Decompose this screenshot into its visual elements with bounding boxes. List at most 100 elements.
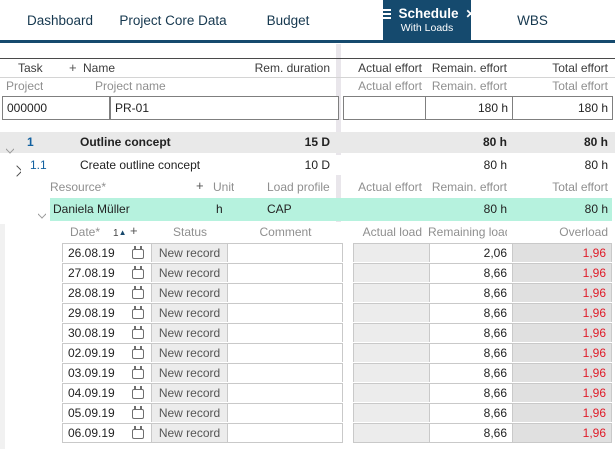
tab-budget[interactable]: Budget xyxy=(266,12,310,28)
remaining-load-cell[interactable]: 8,66 xyxy=(430,403,513,422)
project-total-effort-field[interactable]: 180 h xyxy=(512,96,613,120)
remaining-load-cell[interactable]: 8,66 xyxy=(430,323,513,342)
task-row-1-1: 1.1 Create outline concept 10 D 80 h 80 … xyxy=(0,155,615,177)
remaining-load-cell[interactable]: 8,66 xyxy=(430,383,513,402)
tab-project-core-data[interactable]: Project Core Data xyxy=(119,12,227,28)
comment-cell[interactable] xyxy=(228,263,343,282)
date-cell[interactable]: 02.09.19 xyxy=(62,343,152,362)
status-cell: New record xyxy=(152,263,228,282)
tab-wbs[interactable]: WBS xyxy=(517,12,548,28)
project-label-row: Project Project name Actual effort Remai… xyxy=(0,79,615,94)
calendar-icon[interactable] xyxy=(132,366,144,379)
status-cell: New record xyxy=(152,383,228,402)
task-number[interactable]: 1.1 xyxy=(30,158,47,172)
task-name[interactable]: Create outline concept xyxy=(80,158,201,172)
comment-cell[interactable] xyxy=(228,363,343,382)
col-task: Task xyxy=(18,61,43,75)
resource-row-selected[interactable]: Daniela Müller h CAP 80 h 80 h xyxy=(50,198,612,221)
tab-menu-icon[interactable] xyxy=(378,7,392,21)
status-cell: New record xyxy=(152,403,228,422)
calendar-icon[interactable] xyxy=(132,426,144,439)
comment-cell[interactable] xyxy=(228,403,343,422)
resource-name[interactable]: Daniela Müller xyxy=(53,202,130,216)
col-rem-duration: Rem. duration xyxy=(254,61,330,75)
col-actual-load: Actual load xyxy=(362,225,422,239)
date-value: 30.08.19 xyxy=(68,326,115,340)
comment-cell[interactable] xyxy=(228,243,343,262)
overload-cell: 1,96 xyxy=(513,403,612,422)
remaining-load-cell[interactable]: 8,66 xyxy=(430,343,513,362)
add-resource-button[interactable]: + xyxy=(196,178,204,193)
load-row: 02.09.19 New record 8,66 1,96 xyxy=(0,343,615,363)
remaining-load-cell[interactable]: 8,66 xyxy=(430,283,513,302)
project-id-field[interactable]: 000000 xyxy=(2,96,110,120)
comment-cell[interactable] xyxy=(228,283,343,302)
col-status: Status xyxy=(172,225,208,239)
date-cell[interactable]: 04.09.19 xyxy=(62,383,152,402)
overload-cell: 1,96 xyxy=(513,323,612,342)
sort-control[interactable]: 1▲ xyxy=(113,224,126,242)
calendar-icon[interactable] xyxy=(132,286,144,299)
label-remain-effort: Remain. effort xyxy=(431,79,507,93)
task-name[interactable]: Outline concept xyxy=(80,135,171,149)
comment-cell[interactable] xyxy=(228,343,343,362)
load-row: 04.09.19 New record 8,66 1,96 xyxy=(0,383,615,403)
calendar-icon[interactable] xyxy=(132,306,144,319)
remaining-load-cell[interactable]: 8,66 xyxy=(430,363,513,382)
tab-bar: Dashboard Project Core Data Budget Sched… xyxy=(0,0,615,40)
date-value: 04.09.19 xyxy=(68,386,115,400)
date-cell[interactable]: 30.08.19 xyxy=(62,323,152,342)
load-row: 27.08.19 New record 8,66 1,96 xyxy=(0,263,615,283)
calendar-icon[interactable] xyxy=(132,406,144,419)
close-tab-icon[interactable]: ✕ xyxy=(465,6,476,21)
remaining-load-cell[interactable]: 8,66 xyxy=(430,263,513,282)
col-actual-effort: Actual effort xyxy=(358,180,422,194)
date-cell[interactable]: 29.08.19 xyxy=(62,303,152,322)
expand-task-icon[interactable] xyxy=(13,161,21,181)
left-edge-strip xyxy=(0,224,5,449)
tab-schedule[interactable]: Schedule ✕ With Loads xyxy=(378,0,476,40)
status-cell: New record xyxy=(152,363,228,382)
add-task-button[interactable]: + xyxy=(69,60,77,75)
calendar-icon[interactable] xyxy=(132,386,144,399)
status-cell: New record xyxy=(152,303,228,322)
status-cell: New record xyxy=(152,243,228,262)
date-cell[interactable]: 28.08.19 xyxy=(62,283,152,302)
label-project: Project xyxy=(6,79,44,93)
actual-load-cell xyxy=(353,363,430,382)
comment-cell[interactable] xyxy=(228,383,343,402)
col-actual-effort: Actual effort xyxy=(358,61,422,75)
date-cell[interactable]: 06.09.19 xyxy=(62,423,152,443)
col-overload: Overload xyxy=(559,225,608,239)
remaining-load-cell[interactable]: 2,06 xyxy=(430,243,513,262)
date-value: 29.08.19 xyxy=(68,306,115,320)
date-cell[interactable]: 27.08.19 xyxy=(62,263,152,282)
sort-order: 1 xyxy=(113,228,119,239)
collapse-resource-icon[interactable] xyxy=(38,206,46,220)
comment-cell[interactable] xyxy=(228,423,343,443)
resource-header-row: Resource* + Unit Load profile Actual eff… xyxy=(0,178,615,195)
calendar-icon[interactable] xyxy=(132,346,144,359)
tab-dashboard[interactable]: Dashboard xyxy=(26,12,94,28)
task-row-1: 1 Outline concept 15 D 80 h 80 h xyxy=(0,132,615,154)
project-remain-effort-field[interactable]: 180 h xyxy=(425,96,513,120)
header-underline xyxy=(0,77,615,78)
comment-cell[interactable] xyxy=(228,323,343,342)
remaining-load-cell[interactable]: 8,66 xyxy=(430,303,513,322)
date-cell[interactable]: 03.09.19 xyxy=(62,363,152,382)
date-value: 26.08.19 xyxy=(68,246,115,260)
date-value: 27.08.19 xyxy=(68,266,115,280)
date-cell[interactable]: 05.09.19 xyxy=(62,403,152,422)
task-number[interactable]: 1 xyxy=(27,135,34,149)
calendar-icon[interactable] xyxy=(132,326,144,339)
date-cell[interactable]: 26.08.19 xyxy=(62,243,152,262)
resource-remain-effort: 80 h xyxy=(483,202,507,216)
project-name-field[interactable]: PR-01 xyxy=(110,96,339,120)
add-load-row-button[interactable]: + xyxy=(130,223,138,238)
calendar-icon[interactable] xyxy=(132,246,144,259)
project-actual-effort-field[interactable] xyxy=(343,96,426,120)
calendar-icon[interactable] xyxy=(132,266,144,279)
date-value: 03.09.19 xyxy=(68,366,115,380)
remaining-load-cell[interactable]: 8,66 xyxy=(430,423,513,443)
comment-cell[interactable] xyxy=(228,303,343,322)
